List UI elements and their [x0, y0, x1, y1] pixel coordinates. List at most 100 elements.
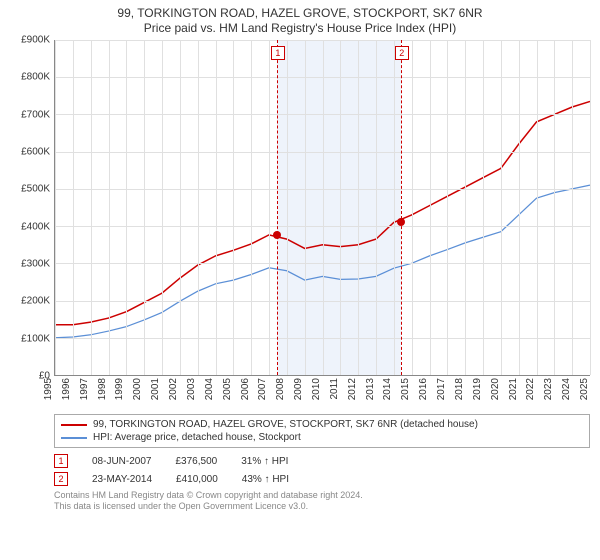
- xtick-label: 2003: [186, 378, 197, 400]
- legend-row-red: 99, TORKINGTON ROAD, HAZEL GROVE, STOCKP…: [61, 418, 583, 431]
- xtick-label: 2021: [507, 378, 518, 400]
- ytick-label: £900K: [21, 35, 50, 46]
- ytick-label: £300K: [21, 259, 50, 270]
- note-diff-2: 43% ↑ HPI: [242, 474, 289, 485]
- note-date-2: 23-MAY-2014: [92, 474, 152, 485]
- gridline-vertical: [537, 40, 538, 375]
- chart-container: 99, TORKINGTON ROAD, HAZEL GROVE, STOCKP…: [0, 0, 600, 560]
- xtick-label: 2014: [382, 378, 393, 400]
- xtick-label: 2010: [311, 378, 322, 400]
- xtick-label: 2012: [347, 378, 358, 400]
- ytick-label: £800K: [21, 72, 50, 83]
- gridline-vertical: [162, 40, 163, 375]
- title-line-2: Price paid vs. HM Land Registry's House …: [10, 21, 590, 36]
- xtick-label: 2006: [239, 378, 250, 400]
- gridline-vertical: [91, 40, 92, 375]
- gridline-vertical: [430, 40, 431, 375]
- note-marker-1: 1: [54, 454, 68, 468]
- ytick-label: £200K: [21, 296, 50, 307]
- chart-area: £0£100K£200K£300K£400K£500K£600K£700K£80…: [10, 40, 590, 410]
- y-axis: £0£100K£200K£300K£400K£500K£600K£700K£80…: [10, 40, 54, 410]
- marker-notes: 1 08-JUN-2007 £376,500 31% ↑ HPI 2 23-MA…: [54, 452, 590, 488]
- marker-dot: [397, 218, 405, 226]
- xtick-label: 2000: [132, 378, 143, 400]
- note-row-2: 2 23-MAY-2014 £410,000 43% ↑ HPI: [54, 470, 590, 488]
- legend: 99, TORKINGTON ROAD, HAZEL GROVE, STOCKP…: [54, 414, 590, 448]
- xtick-label: 2008: [275, 378, 286, 400]
- xtick-label: 2011: [329, 378, 340, 400]
- xtick-label: 2013: [364, 378, 375, 400]
- xtick-label: 2004: [204, 378, 215, 400]
- marker-number-box: 2: [395, 46, 409, 60]
- xtick-label: 2017: [436, 378, 447, 400]
- legend-row-blue: HPI: Average price, detached house, Stoc…: [61, 431, 583, 444]
- gridline-vertical: [251, 40, 252, 375]
- note-price-2: £410,000: [176, 474, 218, 485]
- xtick-label: 1997: [79, 378, 90, 400]
- xtick-label: 2016: [418, 378, 429, 400]
- xtick-label: 2020: [490, 378, 501, 400]
- gridline-vertical: [269, 40, 270, 375]
- ytick-label: £100K: [21, 333, 50, 344]
- marker-number-box: 1: [271, 46, 285, 60]
- xtick-label: 2002: [168, 378, 179, 400]
- gridline-vertical: [376, 40, 377, 375]
- legend-label-blue: HPI: Average price, detached house, Stoc…: [93, 432, 301, 443]
- xtick-label: 1996: [61, 378, 72, 400]
- note-diff-1: 31% ↑ HPI: [241, 456, 288, 467]
- gridline-vertical: [394, 40, 395, 375]
- gridline-vertical: [358, 40, 359, 375]
- gridline-vertical: [144, 40, 145, 375]
- gridline-vertical: [287, 40, 288, 375]
- gridline-vertical: [73, 40, 74, 375]
- marker-dot: [273, 231, 281, 239]
- note-row-1: 1 08-JUN-2007 £376,500 31% ↑ HPI: [54, 452, 590, 470]
- xtick-label: 2005: [222, 378, 233, 400]
- gridline-vertical: [180, 40, 181, 375]
- gridline-vertical: [55, 40, 56, 375]
- ytick-label: £400K: [21, 221, 50, 232]
- xtick-label: 1995: [43, 378, 54, 400]
- note-marker-2: 2: [54, 472, 68, 486]
- plot-column: 12 1995199619971998199920002001200220032…: [54, 40, 590, 410]
- legend-label-red: 99, TORKINGTON ROAD, HAZEL GROVE, STOCKP…: [93, 419, 478, 430]
- xtick-label: 2022: [525, 378, 536, 400]
- xtick-label: 2024: [561, 378, 572, 400]
- footer: Contains HM Land Registry data © Crown c…: [54, 490, 590, 513]
- gridline-vertical: [126, 40, 127, 375]
- xtick-label: 2015: [400, 378, 411, 400]
- marker-vline: [277, 40, 278, 375]
- gridline-vertical: [216, 40, 217, 375]
- gridline-vertical: [501, 40, 502, 375]
- note-date-1: 08-JUN-2007: [92, 456, 151, 467]
- gridline-vertical: [590, 40, 591, 375]
- gridline-vertical: [554, 40, 555, 375]
- gridline-vertical: [465, 40, 466, 375]
- gridline-vertical: [447, 40, 448, 375]
- gridline-vertical: [233, 40, 234, 375]
- note-price-1: £376,500: [175, 456, 217, 467]
- xtick-label: 2001: [150, 378, 161, 400]
- title-block: 99, TORKINGTON ROAD, HAZEL GROVE, STOCKP…: [10, 6, 590, 36]
- xtick-label: 2023: [543, 378, 554, 400]
- xtick-label: 2007: [257, 378, 268, 400]
- gridline-vertical: [109, 40, 110, 375]
- xtick-label: 2019: [472, 378, 483, 400]
- gridline-vertical: [519, 40, 520, 375]
- xtick-label: 2025: [579, 378, 590, 400]
- ytick-label: £500K: [21, 184, 50, 195]
- ytick-label: £600K: [21, 147, 50, 158]
- x-axis: 1995199619971998199920002001200220032004…: [54, 376, 590, 410]
- footer-line-2: This data is licensed under the Open Gov…: [54, 501, 590, 512]
- gridline-vertical: [572, 40, 573, 375]
- gridline-vertical: [412, 40, 413, 375]
- plot-area: 12: [54, 40, 590, 376]
- gridline-vertical: [340, 40, 341, 375]
- marker-vline: [401, 40, 402, 375]
- gridline-vertical: [198, 40, 199, 375]
- xtick-label: 2018: [454, 378, 465, 400]
- title-line-1: 99, TORKINGTON ROAD, HAZEL GROVE, STOCKP…: [10, 6, 590, 21]
- gridline-vertical: [305, 40, 306, 375]
- footer-line-1: Contains HM Land Registry data © Crown c…: [54, 490, 590, 501]
- legend-swatch-blue: [61, 437, 87, 439]
